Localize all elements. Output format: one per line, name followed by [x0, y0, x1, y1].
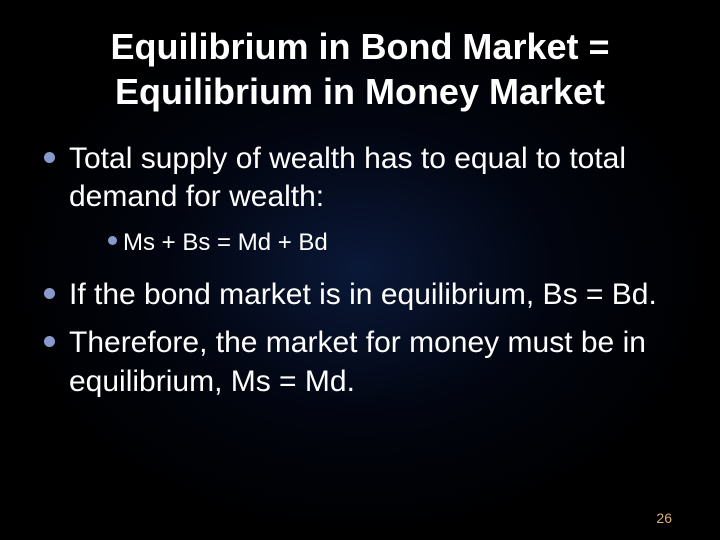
bullet-text: Therefore, the market for money must be …	[69, 324, 682, 401]
sub-bullet-text: Ms + Bs = Md + Bd	[123, 227, 328, 258]
slide: Equilibrium in Bond Market = Equilibrium…	[0, 0, 720, 540]
bullet-item: Total supply of wealth has to equal to t…	[44, 140, 682, 217]
disc-bullet-icon	[44, 152, 55, 163]
title-line-1: Equilibrium in Bond Market =	[110, 26, 609, 67]
bullet-item: Therefore, the market for money must be …	[44, 324, 682, 401]
slide-body: Total supply of wealth has to equal to t…	[38, 140, 682, 401]
disc-bullet-icon	[108, 236, 117, 245]
title-line-2: Equilibrium in Money Market	[115, 71, 605, 112]
page-number: 26	[656, 510, 672, 526]
bullet-item: If the bond market is in equilibrium, Bs…	[44, 276, 682, 314]
disc-bullet-icon	[44, 336, 55, 347]
disc-bullet-icon	[44, 288, 55, 299]
slide-title: Equilibrium in Bond Market = Equilibrium…	[38, 24, 682, 114]
sub-bullet-item: Ms + Bs = Md + Bd	[108, 227, 682, 258]
bullet-text: If the bond market is in equilibrium, Bs…	[69, 276, 657, 314]
bullet-text: Total supply of wealth has to equal to t…	[69, 140, 682, 217]
